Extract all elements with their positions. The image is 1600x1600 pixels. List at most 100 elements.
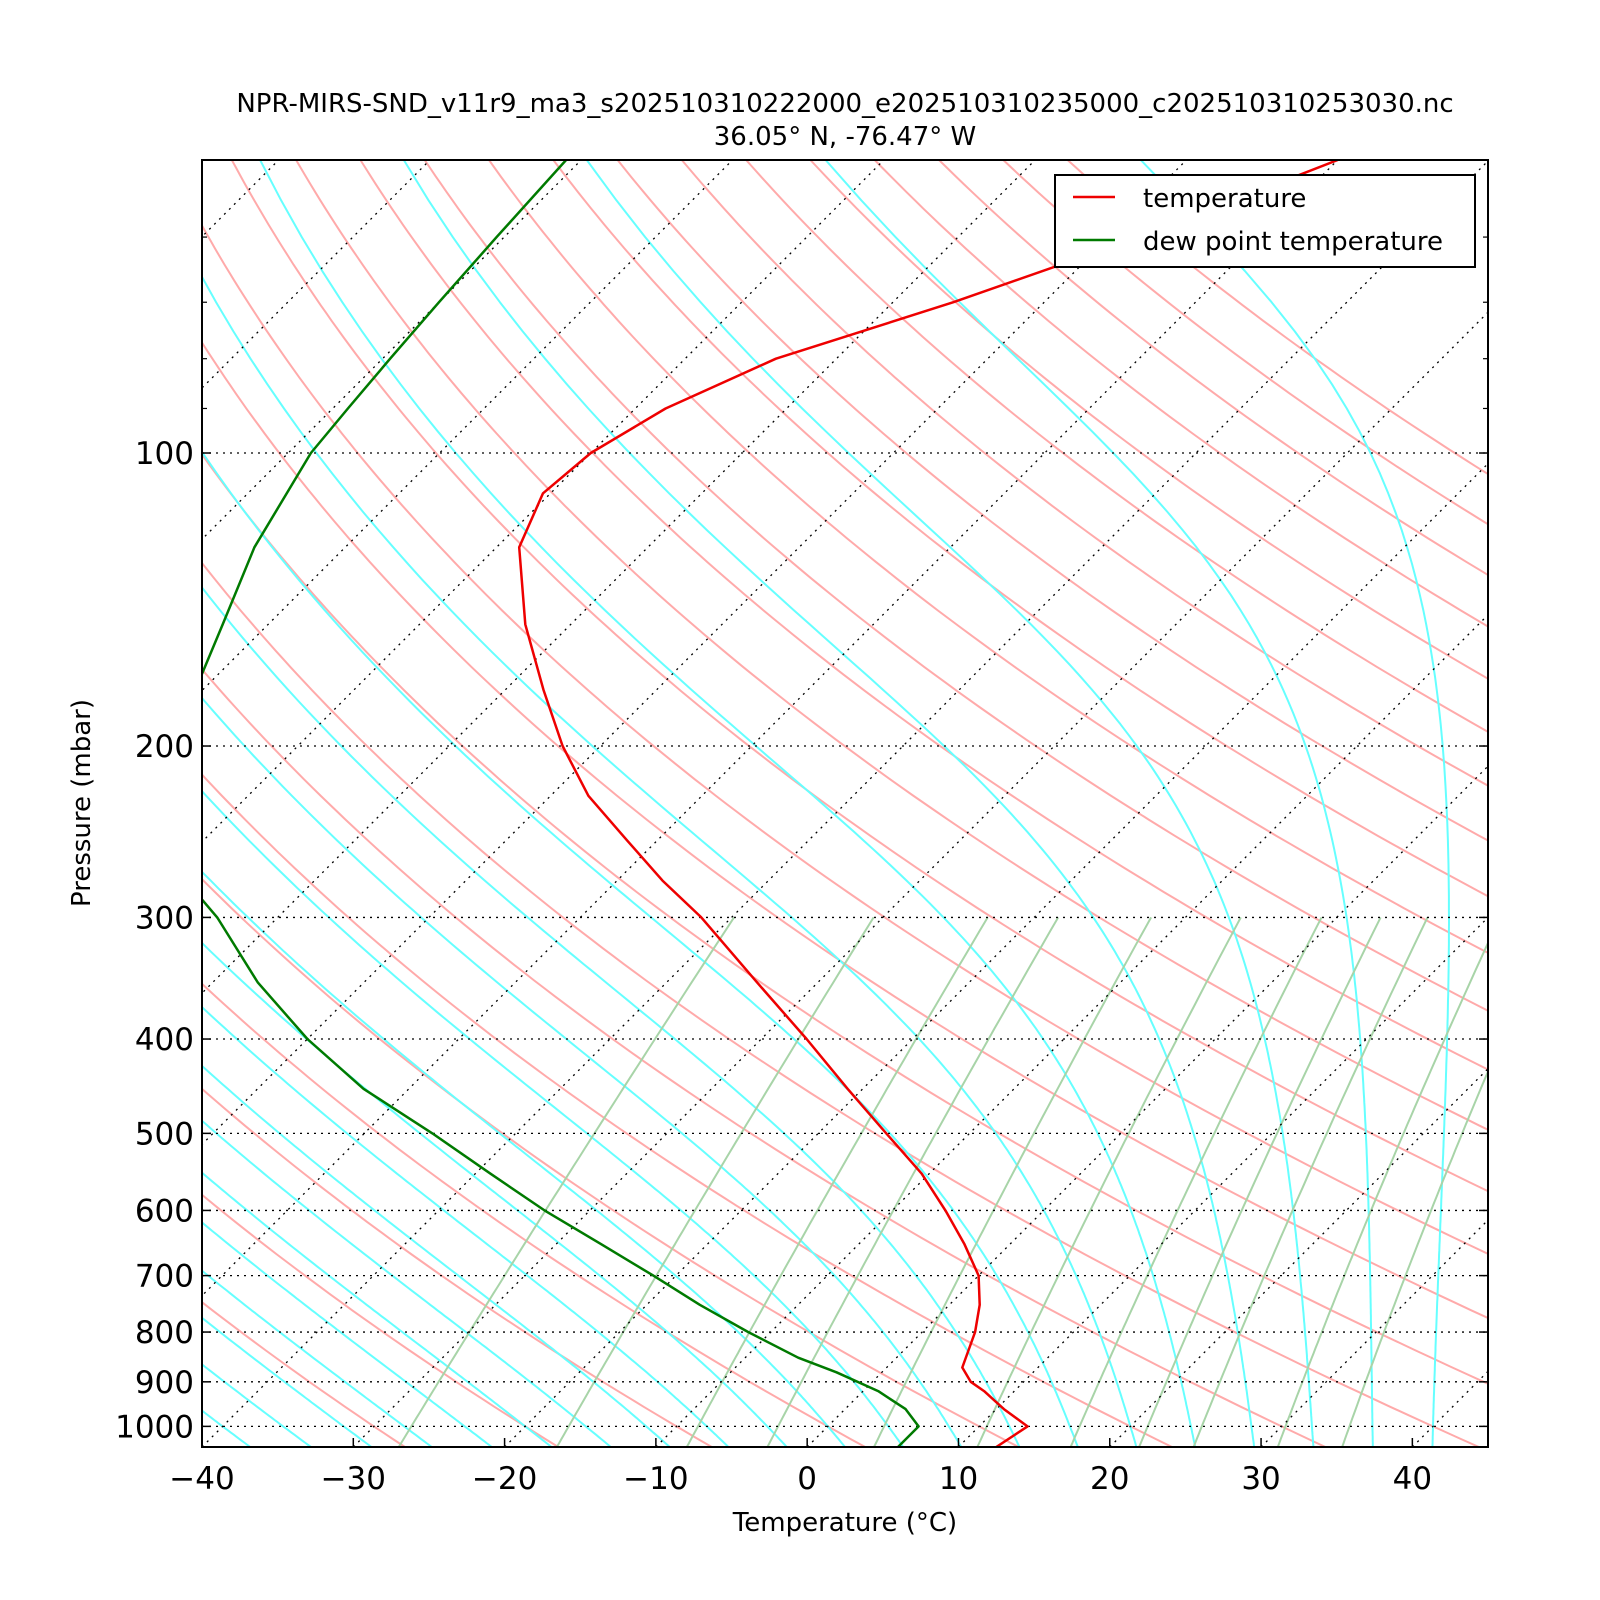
dry-adiabat-line [938, 160, 1488, 577]
dry-adiabat-line [616, 160, 1488, 842]
isotherm-line [958, 916, 1488, 1447]
mixing-ratio-line [397, 916, 735, 1447]
dry-adiabat-line [230, 160, 1488, 1193]
dry-adiabat-line [295, 160, 1488, 1131]
y-tick-label: 800 [135, 1315, 194, 1351]
mixing-ratio-line [1192, 916, 1429, 1447]
legend: temperature dew point temperature [1054, 174, 1476, 268]
mixing-ratio-line [1341, 1068, 1488, 1447]
mixing-ratio-line [1276, 940, 1488, 1447]
isotherm-line [202, 160, 1488, 1447]
isotherm-line [806, 765, 1488, 1447]
mixing-ratio-line [1069, 916, 1323, 1447]
isotherm-line [655, 613, 1488, 1447]
moist-adiabat-line [202, 1005, 730, 1447]
y-axis-label: Pressure (mbar) [67, 699, 97, 907]
moist-adiabat-line [202, 941, 788, 1447]
chart-subtitle: 36.05° N, -76.47° W [714, 122, 976, 152]
y-tick-label: 1000 [115, 1409, 194, 1445]
x-tick-label: 40 [1393, 1461, 1432, 1497]
chart-title: NPR-MIRS-SND_v11r9_ma3_s202510310222000_… [236, 89, 1453, 119]
moist-adiabat-line [202, 274, 1138, 1447]
legend-box [1054, 174, 1476, 268]
moist-adiabat-line [202, 1269, 433, 1447]
isotherm-line [202, 160, 885, 843]
y-tick-label: 300 [135, 900, 194, 936]
x-tick-label: 30 [1241, 1461, 1280, 1497]
isotherm-line [1564, 160, 1600, 1447]
y-tick-label: 700 [135, 1259, 194, 1295]
x-tick-label: −10 [623, 1461, 688, 1497]
isotherm-line [352, 311, 1488, 1447]
x-axis-label: Temperature (°C) [732, 1508, 957, 1538]
y-tick-label: 900 [135, 1365, 194, 1401]
moist-adiabat-line [202, 1119, 612, 1447]
dry-adiabat-line [488, 160, 1488, 955]
y-tick-label: 600 [135, 1193, 194, 1229]
moist-adiabat-line [202, 870, 846, 1447]
moist-adiabat-line [202, 1171, 553, 1447]
mixing-ratio-line [685, 916, 989, 1447]
moist-adiabat-line [1487, 160, 1488, 162]
isotherm-line [1411, 1370, 1488, 1447]
data-series [202, 160, 1339, 1447]
dry-adiabat-line [202, 223, 1488, 1256]
moist-adiabat-line [585, 160, 1315, 1447]
moist-adiabat-line [202, 1409, 251, 1447]
moist-adiabat-line [202, 1064, 671, 1447]
dry-adiabat-line [202, 877, 1020, 1447]
y-tick-label: 500 [135, 1116, 194, 1152]
mixing-ratio-line [555, 916, 875, 1447]
dry-adiabat-line [202, 1087, 713, 1447]
isotherm-line [202, 160, 1187, 1146]
x-tick-label: −20 [472, 1461, 537, 1497]
dry-adiabat-line [1002, 160, 1488, 526]
moist-adiabat-line [202, 450, 1079, 1447]
moist-adiabat-line [402, 160, 1256, 1447]
isotherm-line [202, 160, 733, 692]
moist-adiabat-line [1140, 160, 1450, 1447]
y-tick-label: 200 [135, 729, 194, 765]
moist-adiabat-line [202, 1221, 493, 1447]
dry-adiabat-line [1066, 160, 1488, 476]
dewpoint-profile-line [202, 160, 920, 1447]
x-tick-label: 20 [1090, 1461, 1129, 1497]
moist-adiabat-line [202, 1316, 373, 1447]
legend-label-temperature: temperature [1143, 184, 1306, 214]
x-tick-label: −40 [169, 1461, 234, 1497]
dry-adiabat-line [423, 160, 1488, 1012]
mixing-ratio-line [1138, 916, 1382, 1447]
background-lines [0, 160, 1600, 1447]
temperature-profile-line [517, 160, 1339, 1447]
dry-adiabat-line [202, 982, 866, 1447]
dry-adiabat-line [745, 160, 1488, 733]
legend-label-dewpoint: dew point temperature [1143, 227, 1443, 257]
isotherm-line [0, 160, 127, 1447]
isotherm-line [202, 160, 1339, 1297]
moist-adiabat-line [824, 160, 1374, 1447]
moist-adiabat-line [202, 585, 1021, 1447]
dry-adiabat-line [809, 160, 1488, 680]
y-tick-label: 400 [135, 1022, 194, 1058]
mixing-ratio-line [976, 916, 1242, 1447]
dry-adiabat-line [202, 1193, 559, 1447]
mixing-ratio-line [873, 916, 1152, 1447]
x-tick-label: 0 [797, 1461, 817, 1497]
dry-adiabat-line [681, 160, 1488, 787]
dry-adiabat-line [202, 667, 1326, 1447]
moist-adiabat-line [202, 1363, 312, 1447]
moist-adiabat-line [259, 160, 1197, 1447]
plot-frame [201, 159, 1489, 1448]
axis-ticks: −40 −30 −20 −10 0 10 20 30 40 100 200 300 400 500 600 7… [115, 159, 1488, 1497]
isotherm-line [202, 160, 1036, 995]
dry-adiabat-line [202, 452, 1488, 1385]
dry-adiabat-line [552, 160, 1488, 898]
moist-adiabat-line [202, 696, 963, 1447]
dry-adiabat-line [202, 561, 1480, 1447]
y-tick-label: 100 [135, 436, 194, 472]
dry-adiabat-line [202, 340, 1488, 1320]
dry-adiabat-line [202, 773, 1173, 1447]
x-tick-label: 10 [939, 1461, 978, 1497]
mixing-ratio-line [766, 916, 1060, 1447]
